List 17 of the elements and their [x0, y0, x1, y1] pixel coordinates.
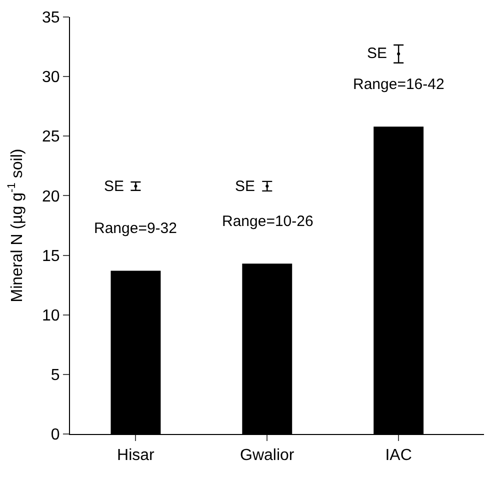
annotation: Range=16-42 — [353, 76, 444, 93]
y-tick-label: 30 — [42, 69, 60, 86]
y-tick-label: 20 — [42, 188, 60, 206]
annotation: SE — [104, 178, 124, 195]
annotation: Range=9-32 — [94, 220, 177, 237]
x-tick-label: Hisar — [117, 447, 156, 464]
annotation: Range=10-26 — [222, 213, 314, 230]
y-tick-label: 0 — [50, 426, 60, 444]
y-tick-label: 15 — [42, 248, 60, 265]
y-tick-label: 10 — [42, 307, 60, 324]
annotation: SE — [235, 178, 256, 195]
x-tick-label: Gwalior — [240, 447, 295, 464]
x-tick-label: IAC — [385, 447, 412, 464]
annotation: SE — [367, 45, 388, 62]
y-tick-label: 25 — [42, 128, 60, 146]
y-tick-label: 35 — [42, 10, 60, 27]
y-tick-label: 5 — [50, 367, 60, 384]
